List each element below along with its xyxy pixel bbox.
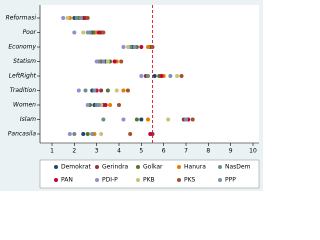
y-tick-label: Economy — [8, 44, 36, 51]
dot — [128, 132, 133, 136]
legend-label: Gerindra — [102, 164, 129, 171]
dot — [150, 45, 155, 49]
legend-marker — [136, 165, 140, 169]
dot — [67, 132, 72, 136]
dot — [190, 117, 195, 122]
dot — [168, 74, 173, 78]
x-tick-label: 8 — [206, 148, 210, 155]
legend-label: PPP — [225, 177, 236, 184]
dot — [184, 117, 188, 122]
y-tick-label: Islam — [20, 116, 36, 123]
legend-marker — [54, 178, 58, 182]
legend-label: PAN — [61, 177, 73, 184]
dot — [175, 74, 180, 78]
dot — [114, 88, 119, 93]
legend-marker — [177, 165, 181, 169]
y-tick-label: Women — [13, 102, 36, 109]
y-tick-label: Reformasi — [6, 15, 37, 22]
y-tick-label: Statism — [13, 58, 36, 65]
dot — [139, 74, 144, 78]
dot — [125, 45, 130, 49]
legend-label: PDI-P — [102, 177, 118, 184]
x-tick-label: 7 — [184, 148, 188, 155]
legend-marker — [177, 178, 181, 182]
dot — [72, 30, 77, 35]
legend-label: PKB — [143, 177, 155, 184]
dot — [117, 103, 121, 107]
dot — [179, 74, 184, 78]
chart: 1 2 3 4 5 6 7 8 9 10 Reformasi Poor Economy Statism Le… — [0, 0, 263, 191]
dot — [105, 88, 110, 93]
dot — [134, 117, 139, 122]
dot — [85, 103, 90, 107]
dot — [83, 88, 88, 93]
dot — [146, 45, 151, 49]
dot — [74, 16, 79, 20]
dot — [125, 88, 130, 93]
y-tick-label: LeftRight — [9, 73, 37, 80]
dot — [96, 103, 101, 107]
x-tick-label: 10 — [249, 148, 257, 155]
legend — [39, 159, 260, 189]
dot — [121, 88, 126, 93]
dot — [101, 30, 106, 35]
legend-label: Hanura — [184, 164, 206, 171]
dot — [112, 59, 117, 64]
dot — [166, 117, 171, 122]
dot — [76, 88, 81, 93]
dot — [152, 74, 157, 78]
dot — [85, 30, 90, 35]
legend-label: Golkar — [143, 164, 163, 171]
dot — [85, 132, 90, 136]
x-tick-label: 1 — [50, 148, 54, 155]
legend-marker — [218, 178, 222, 182]
dot — [103, 103, 108, 107]
dot — [139, 45, 144, 49]
x-tick-label: 6 — [162, 148, 166, 155]
dot — [108, 103, 113, 107]
dot — [81, 132, 86, 136]
x-tick-label: 2 — [72, 148, 76, 155]
dot — [139, 117, 144, 122]
legend-marker — [218, 165, 222, 169]
plot-area — [40, 5, 259, 143]
dot — [96, 30, 101, 35]
dot — [61, 16, 66, 20]
dot — [121, 45, 126, 49]
dot — [94, 59, 99, 64]
dot — [99, 132, 104, 136]
y-tick-label: Pancasila — [8, 131, 37, 138]
legend-marker — [95, 165, 99, 169]
dot — [79, 16, 84, 20]
dot — [146, 117, 151, 122]
dot — [65, 16, 70, 20]
dot — [99, 88, 104, 93]
x-tick-label: 9 — [229, 148, 233, 155]
y-tick-label: Tradition — [10, 87, 37, 94]
dot — [119, 59, 124, 64]
legend-label: NasDem — [225, 164, 251, 171]
dot — [72, 132, 77, 136]
dot — [159, 74, 164, 78]
dot — [121, 117, 126, 122]
legend-marker — [136, 178, 140, 182]
dot — [101, 117, 106, 122]
dot — [148, 132, 153, 136]
legend-marker — [54, 165, 58, 169]
x-tick-label: 5 — [139, 148, 143, 155]
dot — [105, 59, 110, 64]
dot — [146, 74, 151, 78]
dot — [132, 45, 137, 49]
dot — [81, 30, 86, 35]
x-tick-label: 3 — [95, 148, 99, 155]
dot — [101, 59, 106, 64]
dot — [90, 132, 95, 136]
legend-label: Demokrat — [61, 164, 91, 171]
legend-label: PKS — [184, 177, 196, 184]
y-tick-label: Poor — [23, 29, 37, 36]
legend-marker — [95, 178, 99, 182]
dot — [85, 16, 90, 20]
dot — [92, 88, 97, 93]
x-tick-label: 4 — [117, 148, 121, 155]
